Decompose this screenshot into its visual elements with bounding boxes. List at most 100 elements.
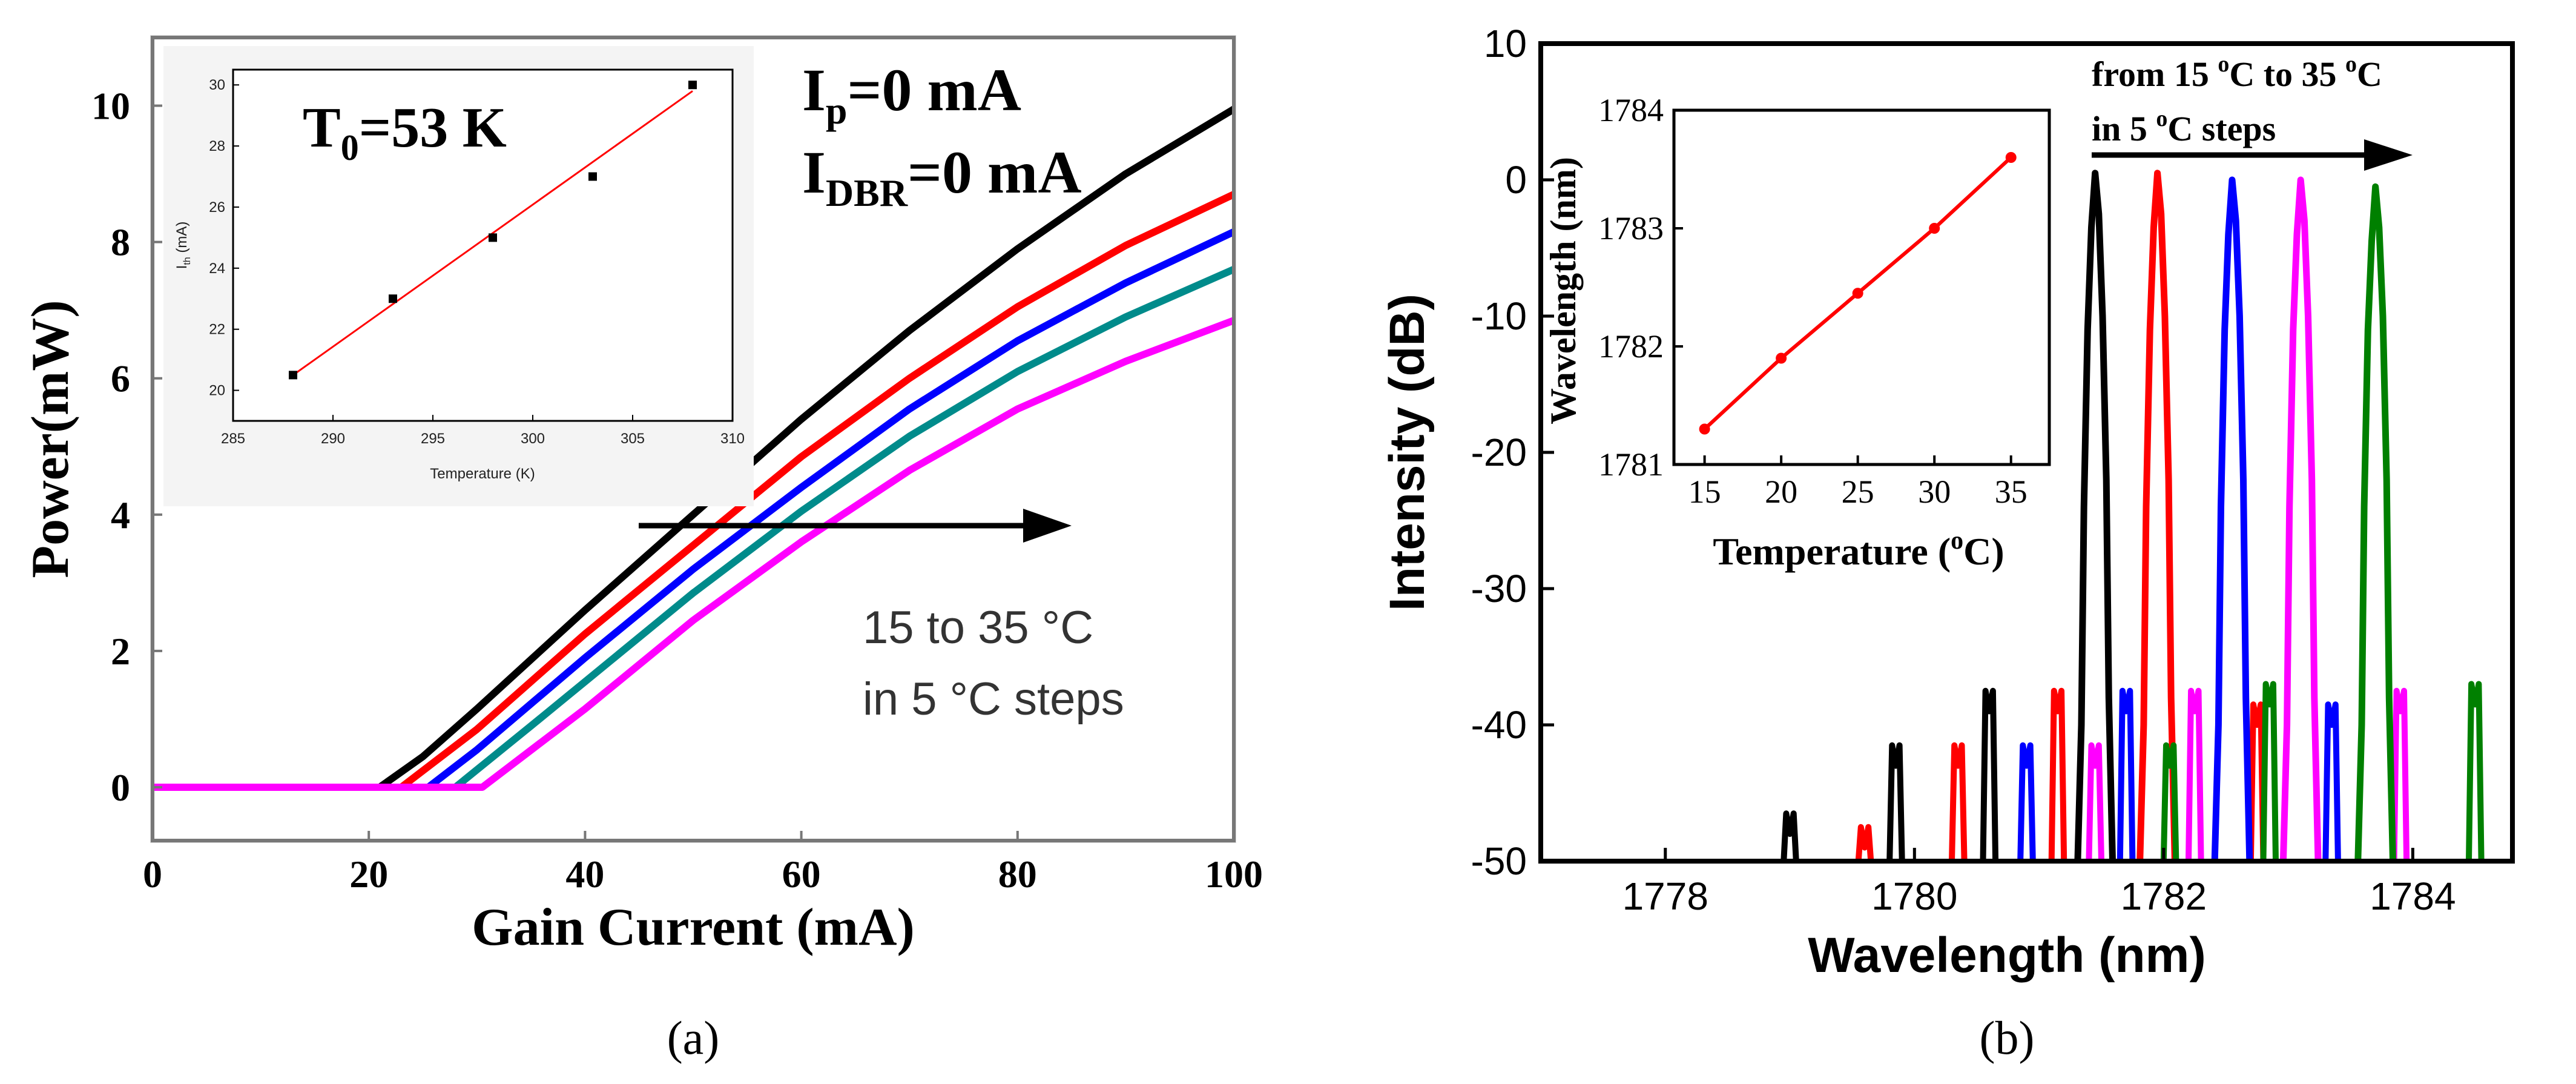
panel-a-inset-data-point	[289, 371, 297, 380]
panel-b-ticks-group: 1778 1780 1782 1784 -50 -40 -30 -20 -10 0 10	[1471, 22, 2456, 918]
panel-b-main-peak	[2136, 170, 2178, 862]
panel-a-inset-data-point	[588, 172, 597, 181]
panel-a-inset: 285 290 295 300 305 310 20 22 24 26 28 30 T0=53 K T…	[163, 46, 754, 506]
panel-b-side-peak	[1980, 687, 1999, 862]
panel-b-inset: 15 20 25 30 35 1781 1782 1783 1784 Temperature (…	[1543, 50, 2064, 613]
panel-a-sweep-arrowhead	[1023, 509, 1072, 543]
panel-a-label: (a)	[667, 1011, 720, 1064]
panel-a-y-tick-label: 0	[111, 766, 130, 809]
panel-a-sweep-text-2: in 5 °C steps	[863, 673, 1124, 725]
panel-b-inset-y-tick-label: 1783	[1598, 210, 1664, 246]
panel-b-side-peak	[2247, 701, 2267, 862]
panel-a-x-tick-label: 100	[1205, 853, 1263, 896]
panel-b-x-axis-label: Wavelength (nm)	[1808, 928, 2206, 983]
panel-a-y-tick-label: 10	[91, 85, 130, 128]
panel-a-y-tick-label: 2	[111, 630, 130, 673]
panel-b-x-tick-label: 1782	[2121, 874, 2207, 918]
panel-b-x-tick-label: 1778	[1622, 874, 1708, 918]
panel-b-axes-box	[1538, 41, 2515, 864]
panel-a-inset-data-point	[389, 294, 397, 303]
panel-b-inset-marks-group: 15 20 25 30 35 1781 1782 1783 1784	[1598, 92, 2028, 510]
panel-a-x-tick-label: 20	[349, 853, 388, 896]
panel-a-inset-x-tick-label: 290	[321, 431, 345, 447]
panel-a-ticks-group: 0 20 40 60 80 100 0 24 6 8 10	[91, 85, 1263, 896]
panel-b-y-axis-label: Intensity (dB)	[1380, 294, 1435, 611]
panel-a-x-tick-label: 80	[998, 853, 1037, 896]
panel-b-inset-y-tick-label: 1782	[1598, 328, 1664, 365]
panel-a-inset-y-tick-label: 20	[209, 383, 225, 399]
panel-a-inset-x-tick-label: 295	[421, 431, 445, 447]
panel-b-inset-data-point	[1776, 352, 1787, 364]
panel-b-inset-data-point	[1852, 288, 1863, 299]
panel-b-inset-data-point	[2005, 152, 2017, 163]
panel-a-y-tick-label: 6	[111, 357, 130, 400]
panel-a-ip-annotation: Ip=0 mA	[802, 56, 1021, 132]
panel-a-inset-data-point	[489, 233, 497, 242]
panel-b-inset-data-point	[1929, 223, 1940, 234]
panel-b-side-peak	[1855, 824, 1874, 862]
panel-a-inset-data-point	[688, 81, 697, 90]
panel-a-y-axis-label: Power(mW)	[21, 300, 80, 578]
panel-b-side-peak	[2160, 742, 2179, 862]
panel-a-inset-fit-line	[292, 90, 693, 376]
panel-b-side-peak	[2116, 687, 2136, 862]
panel-a-inset-y-tick-label: 30	[209, 77, 225, 93]
panel-a-inset-axes-box	[232, 68, 734, 422]
panel-a-inset-title: T0=53 K	[303, 96, 507, 168]
panel-b-side-peak	[2322, 701, 2341, 862]
panel-a-inset-y-axis-label: Ith (mA)	[174, 222, 193, 269]
panel-b-label: (b)	[1980, 1011, 2035, 1064]
panel-b-y-tick-label: -30	[1471, 567, 1527, 610]
panel-b-side-peak	[2017, 742, 2036, 862]
panel-b-inset-x-tick-label: 30	[1918, 474, 1951, 510]
panel-b-inset-data-point	[1699, 423, 1710, 435]
panel-b-series-group	[1780, 170, 2485, 862]
panel-b-side-peak	[2086, 742, 2104, 862]
panel-a-inset-x-tick-label: 285	[221, 431, 245, 447]
panel-a-inset-y-tick-label: 22	[209, 322, 225, 338]
panel-a-y-tick-label: 8	[111, 221, 130, 264]
panel-a-x-tick-label: 40	[565, 853, 604, 896]
panel-b-inset-x-tick-label: 20	[1765, 474, 1797, 510]
panel-a-inset-x-tick-label: 310	[720, 431, 745, 447]
panel-b-inset-x-tick-label: 35	[1995, 474, 2028, 510]
panel-a-inset-marks-group: 285 290 295 300 305 310 20 22 24 26 28 30	[209, 77, 745, 447]
panel-a-x-axis-label: Gain Current (mA)	[472, 898, 915, 957]
panel-a-inset-y-tick-label: 28	[209, 138, 225, 154]
panel-a-inset-x-tick-label: 300	[521, 431, 545, 447]
panel-a-idbr-annotation: IDBR=0 mA	[802, 139, 1082, 214]
panel-b-y-tick-label: -10	[1471, 294, 1527, 338]
panel-b-side-peak	[2048, 687, 2067, 862]
panel-b: 1778 1780 1782 1784 -50 -40 -30 -20 -10 0 10 Wavel…	[1380, 22, 2515, 1064]
panel-b-x-tick-label: 1780	[1871, 874, 1957, 918]
panel-b-y-tick-label: 10	[1484, 22, 1527, 65]
panel-a-x-tick-label: 60	[782, 853, 821, 896]
panel-b-inset-x-tick-label: 15	[1688, 474, 1721, 510]
panel-a-series-line	[153, 266, 1236, 791]
panel-a-inset-x-axis-label: Temperature (K)	[430, 466, 535, 482]
panel-b-y-tick-label: 0	[1505, 158, 1527, 202]
panel-b-side-peak	[2391, 687, 2410, 862]
panel-a-series-line	[153, 106, 1236, 791]
panel-b-side-peak	[1949, 742, 1968, 862]
panel-b-y-tick-label: -20	[1471, 431, 1527, 474]
panel-b-main-peak	[2211, 176, 2253, 862]
panel-b-side-peak	[2260, 681, 2279, 862]
panel-b-sweep-text-1: from 15 oC to 35 oC	[2092, 51, 2382, 94]
panel-a-inset-y-tick-label: 24	[209, 260, 225, 277]
panel-b-inset-axes-box	[1672, 108, 2051, 466]
panel-b-inset-y-tick-label: 1781	[1598, 446, 1664, 483]
panel-b-main-peak	[2074, 170, 2116, 862]
panel-b-y-tick-label: -50	[1471, 839, 1527, 883]
panel-a-series-line	[153, 317, 1236, 791]
panel-a-axes-box	[151, 36, 1236, 842]
panel-a-x-tick-label: 0	[143, 853, 162, 896]
panel-b-y-tick-label: -40	[1471, 703, 1527, 747]
panel-a: 0 20 40 60 80 100 0 24 6 8 10 Gain Current (mA) Po…	[21, 35, 1263, 1064]
panel-b-inset-y-tick-label: 1784	[1598, 92, 1664, 128]
panel-b-side-peak	[1886, 742, 1905, 862]
panel-a-sweep-text-1: 15 to 35 °C	[863, 602, 1093, 653]
panel-b-sweep-text-2: in 5 oC steps	[2092, 106, 2276, 148]
panel-b-sweep-arrowhead	[2364, 139, 2413, 171]
